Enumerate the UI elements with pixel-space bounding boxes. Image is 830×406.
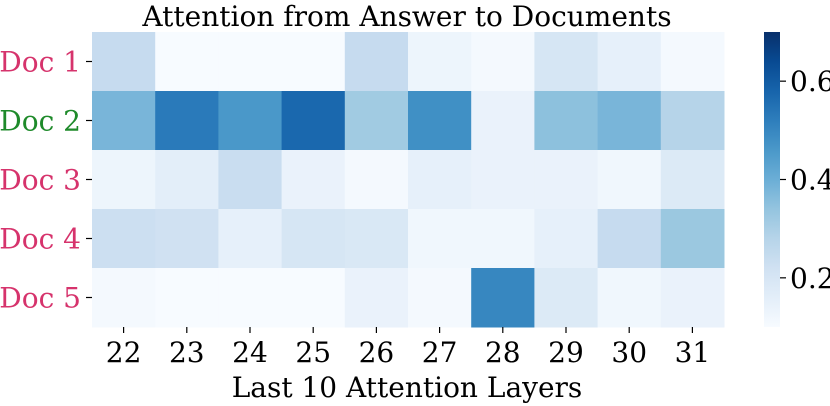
heatmap-cell [281,91,346,151]
heatmap-cell [408,150,472,210]
heatmap-cell [92,91,156,151]
heatmap-cells [92,32,725,328]
heatmap-cell [281,209,346,269]
heatmap-cell [155,268,219,328]
colorbar-tick-label: 0.2 [790,262,830,295]
heatmap-cell [408,209,472,269]
heatmap-cell [534,150,599,210]
column-label: 29 [548,336,584,369]
heatmap-cell [471,268,535,328]
column-label: 30 [611,336,647,369]
heatmap-cell [660,268,725,328]
row-label: Doc 5 [0,282,81,315]
column-label: 31 [675,336,711,369]
column-label: 25 [295,336,331,369]
heatmap-cell [660,32,725,92]
heatmap-cell [281,32,346,92]
heatmap-cell [155,150,219,210]
row-label: Doc 2 [0,105,81,138]
heatmap-cell [155,32,219,92]
heatmap-cell [471,91,535,151]
heatmap-cell [471,150,535,210]
heatmap-cell [534,32,599,92]
colorbar-tick-label: 0.6 [790,65,830,98]
heatmap-cell [597,209,662,269]
heatmap-cell [471,209,535,269]
heatmap-cell [408,91,472,151]
column-label: 23 [169,336,205,369]
heatmap-cell [92,209,156,269]
colorbar-tick-label: 0.4 [790,164,830,197]
heatmap-cell [218,91,283,151]
heatmap-cell [471,32,535,92]
row-label: Doc 4 [0,223,81,256]
heatmap-cell [92,150,156,210]
heatmap-cell [218,268,283,328]
heatmap-cell [597,32,662,92]
heatmap-cell [660,150,725,210]
colorbar-gradient [764,32,780,327]
heatmap-cell [408,32,472,92]
column-label: 24 [232,336,268,369]
heatmap-cell [92,268,156,328]
column-label: 28 [485,336,521,369]
heatmap-cell [534,268,599,328]
row-label: Doc 1 [0,46,81,79]
row-label: Doc 3 [0,164,81,197]
heatmap-cell [155,91,219,151]
heatmap-cell [534,91,599,151]
heatmap-cell [344,91,409,151]
heatmap-cell [660,91,725,151]
heatmap-cell [155,209,219,269]
heatmap-cell [597,268,662,328]
heatmap-cell [597,91,662,151]
row-labels: Doc 1 Doc 2 Doc 3 Doc 4 Doc 5 [0,46,92,315]
heatmap-cell [597,150,662,210]
heatmap-cell [281,150,346,210]
heatmap-cell [344,32,409,92]
column-label: 27 [422,336,458,369]
heatmap-cell [218,150,283,210]
heatmap-cell [92,32,156,92]
heatmap-cell [660,209,725,269]
column-label: 26 [359,336,395,369]
column-labels: 22 23 24 25 26 27 28 29 30 31 [106,327,710,369]
heatmap-cell [218,209,283,269]
colorbar: 0.2 0.4 0.6 [764,32,830,327]
heatmap-cell [218,32,283,92]
heatmap-cell [344,150,409,210]
x-axis-label: Last 10 Attention Layers [232,371,583,404]
heatmap-cell [344,268,409,328]
column-label: 22 [106,336,142,369]
heatmap-cell [344,209,409,269]
heatmap-cell [281,268,346,328]
chart-title: Attention from Answer to Documents [141,0,671,33]
heatmap-cell [408,268,472,328]
heatmap-cell [534,209,599,269]
